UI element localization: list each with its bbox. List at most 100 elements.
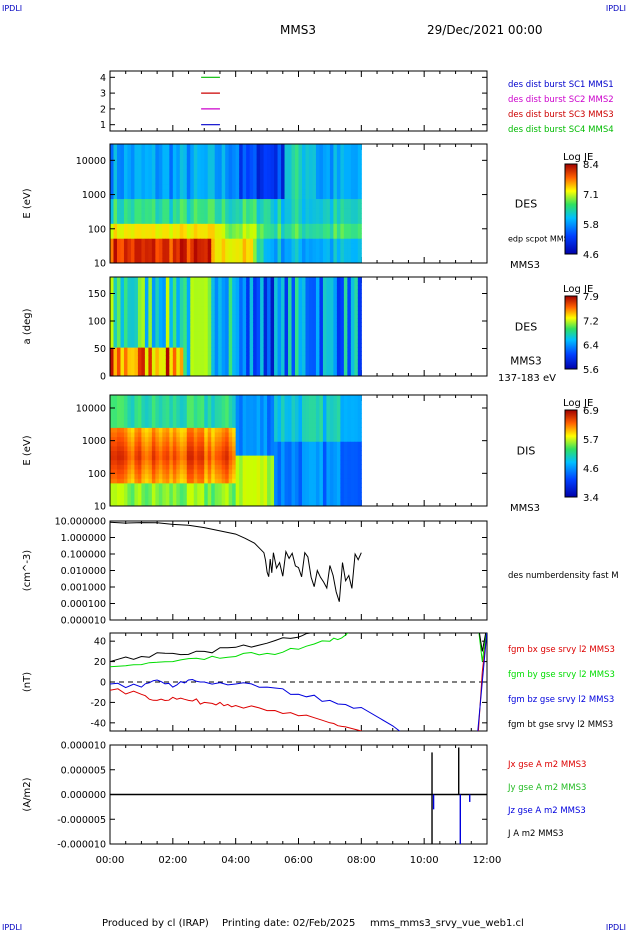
heatmap-cell bbox=[333, 188, 338, 195]
heatmap-cell bbox=[183, 473, 188, 479]
heatmap-cell bbox=[329, 243, 334, 249]
heatmap-cell bbox=[165, 450, 170, 456]
heatmap-cell bbox=[186, 399, 191, 405]
heatmap-cell bbox=[256, 213, 261, 219]
heatmap-cell bbox=[333, 153, 338, 160]
panel-bottom-label: 137-183 eV bbox=[498, 373, 556, 384]
heatmap-cell bbox=[239, 301, 244, 307]
heatmap-cell bbox=[176, 258, 181, 264]
heatmap-cell bbox=[291, 310, 296, 315]
heatmap-cell bbox=[169, 330, 174, 336]
heatmap-cell bbox=[281, 183, 286, 190]
heatmap-cell bbox=[158, 208, 163, 214]
heatmap-cell bbox=[239, 178, 244, 185]
heatmap-cell bbox=[207, 441, 212, 447]
heatmap-cell bbox=[116, 422, 121, 428]
heatmap-cell bbox=[204, 347, 209, 352]
heatmap-cell bbox=[322, 233, 327, 239]
heatmap-cell bbox=[123, 473, 128, 479]
heatmap-cell bbox=[193, 301, 198, 307]
heatmap-cell bbox=[151, 441, 156, 447]
heatmap-cell bbox=[179, 395, 184, 401]
heatmap-cell bbox=[204, 487, 209, 493]
heatmap-cell bbox=[172, 478, 177, 484]
heatmap-cell bbox=[190, 395, 195, 401]
heatmap-cell bbox=[357, 233, 362, 239]
heatmap-cell bbox=[343, 338, 348, 344]
heatmap-cell bbox=[235, 482, 240, 488]
heatmap-cell bbox=[186, 445, 191, 451]
heatmap-cell bbox=[350, 359, 355, 365]
heatmap-cell bbox=[148, 413, 153, 419]
heatmap-cell bbox=[155, 314, 160, 319]
heatmap-cell bbox=[221, 228, 226, 234]
heatmap-cell bbox=[186, 318, 191, 323]
heatmap-cell bbox=[354, 314, 359, 319]
heatmap-cell bbox=[158, 487, 163, 493]
heatmap-cell bbox=[260, 464, 265, 470]
time-tick-label: 08:00 bbox=[347, 855, 376, 866]
heatmap-cell bbox=[155, 144, 160, 150]
heatmap-cell bbox=[322, 243, 327, 249]
heatmap-cell bbox=[110, 326, 114, 332]
heatmap-cell bbox=[253, 450, 258, 456]
heatmap-cell bbox=[130, 432, 135, 438]
heatmap-cell bbox=[256, 422, 261, 428]
heatmap-cell bbox=[319, 359, 324, 365]
heatmap-cell bbox=[260, 404, 265, 410]
heatmap-cell bbox=[343, 218, 348, 224]
heatmap-cell bbox=[253, 289, 258, 294]
heatmap-cell bbox=[347, 253, 352, 259]
heatmap-cell bbox=[340, 301, 345, 307]
heatmap-cell bbox=[308, 343, 313, 348]
heatmap-cell bbox=[301, 258, 306, 264]
heatmap-cell bbox=[179, 432, 184, 438]
heatmap-cell bbox=[312, 355, 317, 360]
heatmap-cell bbox=[179, 371, 184, 377]
heatmap-cell bbox=[277, 203, 282, 209]
heatmap-cell bbox=[312, 148, 317, 155]
heatmap-cell bbox=[249, 183, 254, 190]
heatmap-cell bbox=[350, 310, 355, 315]
heatmap-cell bbox=[281, 258, 286, 264]
heatmap-cell bbox=[137, 464, 142, 470]
heatmap-cell bbox=[130, 496, 135, 502]
heatmap-cell bbox=[186, 492, 191, 498]
heatmap-cell bbox=[343, 228, 348, 234]
heatmap-cell bbox=[281, 173, 286, 180]
heatmap-cell bbox=[263, 238, 268, 244]
heatmap-cell bbox=[322, 297, 327, 303]
heatmap-cell bbox=[288, 158, 293, 165]
heatmap-cell bbox=[308, 318, 313, 323]
heatmap-cell bbox=[214, 436, 219, 442]
heatmap-cell bbox=[354, 238, 359, 244]
heatmap-cell bbox=[137, 351, 142, 356]
heatmap-cell bbox=[260, 445, 265, 451]
heatmap-cell bbox=[260, 441, 265, 447]
heatmap-cell bbox=[169, 404, 174, 410]
heatmap-cell bbox=[329, 153, 334, 160]
heatmap-cell bbox=[214, 310, 219, 315]
heatmap-cell bbox=[336, 144, 341, 150]
heatmap-cell bbox=[113, 218, 118, 224]
heatmap-cell bbox=[130, 359, 135, 365]
heatmap-cell bbox=[207, 355, 212, 360]
heatmap-cell bbox=[298, 330, 303, 336]
heatmap-cell bbox=[312, 343, 317, 348]
heatmap-cell bbox=[204, 334, 209, 340]
heatmap-cell bbox=[221, 193, 226, 200]
heatmap-cell bbox=[315, 293, 320, 299]
heatmap-cell bbox=[151, 464, 156, 470]
heatmap-cell bbox=[172, 277, 177, 282]
heatmap-cell bbox=[288, 351, 293, 356]
heatmap-cell bbox=[347, 359, 352, 365]
heatmap-cell bbox=[214, 432, 219, 438]
heatmap-cell bbox=[239, 432, 244, 438]
heatmap-cell bbox=[225, 289, 230, 294]
heatmap-cell bbox=[127, 297, 132, 303]
heatmap-cell bbox=[179, 501, 184, 507]
heatmap-cell bbox=[207, 367, 212, 373]
heatmap-cell bbox=[176, 464, 181, 470]
heatmap-cell bbox=[225, 347, 230, 352]
heatmap-cell bbox=[172, 193, 177, 200]
